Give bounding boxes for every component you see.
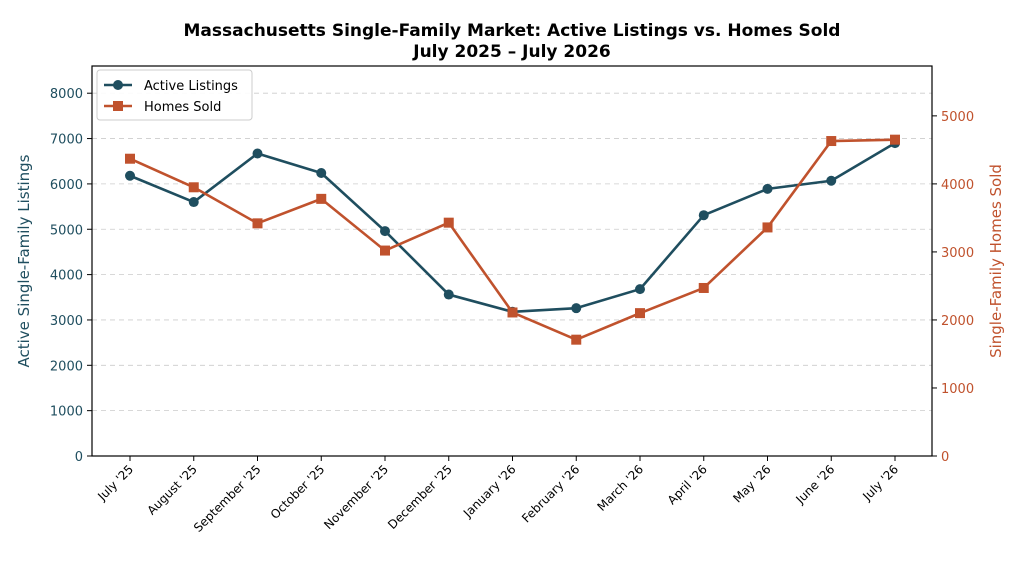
point-homes-sold-october-25	[316, 193, 327, 204]
y-right-tick-label-4000: 4000	[941, 178, 974, 193]
point-active-listings-october-25	[316, 168, 327, 179]
x-tick-label-december-25: December '25	[385, 462, 455, 532]
x-tick-label-november-25: November '25	[321, 462, 391, 532]
point-homes-sold-march-26	[635, 308, 645, 319]
x-tick-label-june-26: June '26	[792, 462, 837, 507]
point-active-listings-may-26	[762, 183, 773, 194]
legend-marker-homes-sold	[113, 101, 123, 111]
gridlines	[92, 92, 932, 412]
x-tick-label-september-25: September '25	[191, 462, 264, 535]
legend-label-active-listings: Active Listings	[144, 79, 238, 94]
point-homes-sold-april-26	[698, 282, 709, 293]
x-tick-label-october-25: October '25	[268, 462, 328, 522]
x-tick-label-march-26: March '26	[595, 462, 647, 514]
y-left-tick-label-6000: 6000	[50, 178, 83, 193]
plot-frame	[91, 65, 933, 457]
point-homes-sold-january-26	[507, 307, 518, 318]
y-left-tick-label-7000: 7000	[50, 133, 83, 148]
point-homes-sold-september-25	[252, 218, 263, 229]
y-right-tick-label-0: 0	[941, 450, 949, 465]
x-tick-label-july-26: July '26	[859, 462, 901, 504]
x-tick-label-april-26: April '26	[665, 462, 710, 507]
point-active-listings-december-25	[443, 289, 454, 300]
point-homes-sold-november-25	[380, 245, 390, 256]
point-homes-sold-june-26	[826, 136, 837, 147]
x-tick-label-july-25: July '25	[94, 462, 136, 504]
point-active-listings-september-25	[252, 148, 263, 159]
point-homes-sold-july-25	[125, 153, 135, 164]
chart-title-line-2: July 2025 – July 2026	[412, 42, 610, 62]
y-right-tick-label-2000: 2000	[941, 314, 974, 329]
point-active-listings-march-26	[635, 284, 645, 295]
y-axis-left-label: Active Single-Family Listings	[15, 154, 33, 367]
x-tick-label-august-25: August '25	[144, 462, 199, 517]
x-tick-label-january-26: January '26	[460, 462, 519, 521]
point-active-listings-april-26	[698, 210, 709, 221]
point-active-listings-july-25	[125, 170, 135, 181]
legend-box	[96, 69, 253, 121]
y-right-tick-label-3000: 3000	[941, 246, 974, 261]
y-right-tick-label-1000: 1000	[941, 382, 974, 397]
series-lines	[125, 134, 900, 345]
legend-marker-active-listings	[113, 80, 123, 90]
y-left-tick-label-4000: 4000	[50, 269, 83, 284]
point-homes-sold-february-26	[571, 334, 582, 345]
series-line-active-listings	[129, 141, 896, 314]
point-homes-sold-july-26	[890, 134, 900, 145]
point-homes-sold-december-25	[443, 217, 454, 228]
y-right-tick-label-5000: 5000	[941, 110, 974, 125]
point-active-listings-february-26	[571, 303, 582, 314]
point-active-listings-august-25	[188, 197, 199, 208]
y-left-tick-label-8000: 8000	[50, 87, 83, 102]
legend-label-homes-sold: Homes Sold	[144, 100, 221, 115]
y-left-tick-label-1000: 1000	[50, 405, 83, 420]
y-left-tick-label-3000: 3000	[50, 314, 83, 329]
y-left-tick-label-5000: 5000	[50, 223, 83, 238]
point-homes-sold-august-25	[188, 182, 199, 193]
legend: Active Listings Homes Sold	[96, 69, 253, 121]
x-tick-label-february-26: February '26	[519, 462, 582, 525]
point-homes-sold-may-26	[762, 222, 773, 233]
y-axis-right-label: Single-Family Homes Sold	[987, 164, 1005, 358]
chart-title-line-1: Massachusetts Single-Family Market: Acti…	[184, 21, 841, 41]
point-active-listings-november-25	[380, 226, 390, 237]
x-tick-label-may-26: May '26	[730, 462, 773, 505]
y-left-tick-label-0: 0	[75, 450, 83, 465]
y-left-tick-label-2000: 2000	[50, 359, 83, 374]
point-active-listings-june-26	[826, 175, 837, 186]
